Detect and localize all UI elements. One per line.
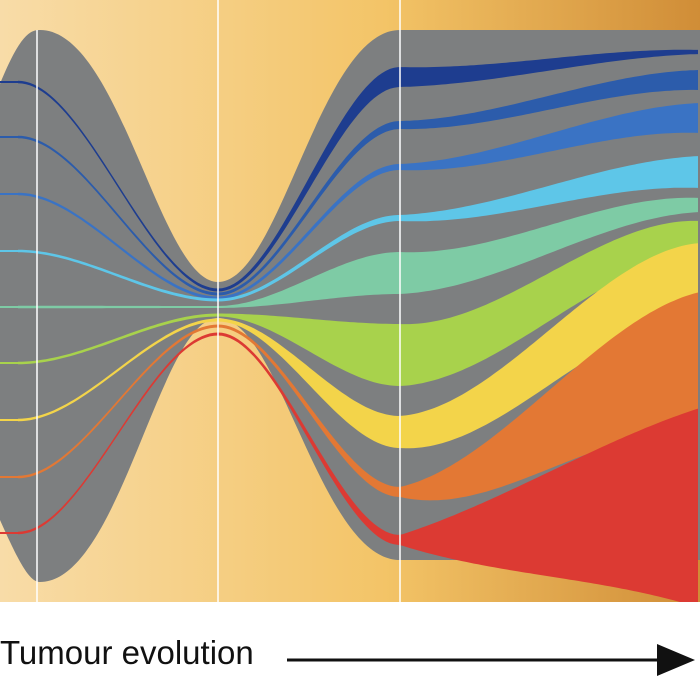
clone-stream-7 — [18, 243, 698, 449]
fish-plot-diagram — [0, 0, 700, 602]
clone-stream-3 — [18, 103, 698, 300]
clone-stream-9 — [18, 332, 698, 602]
right-arrow-icon — [287, 644, 695, 676]
clone-stream-5 — [18, 197, 698, 309]
clone-stream-4 — [18, 156, 698, 302]
clone-stream-8 — [18, 292, 698, 501]
arrow-head — [657, 644, 695, 676]
clone-stream-1 — [18, 49, 698, 292]
clone-stream-2 — [18, 70, 698, 296]
caption: Tumour evolution — [0, 630, 700, 680]
caption-text: Tumour evolution — [0, 634, 254, 671]
clone-stream-6 — [18, 220, 698, 386]
clone-streams — [0, 49, 698, 602]
